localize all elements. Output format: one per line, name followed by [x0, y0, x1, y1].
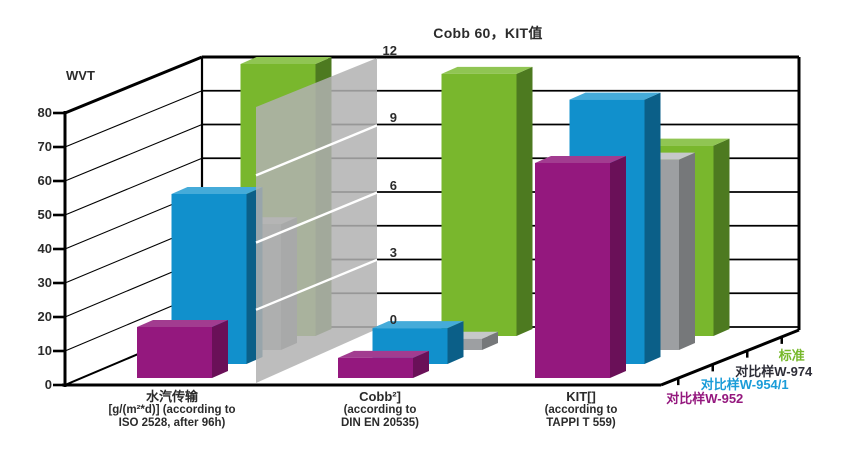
legend-item-2: 对比样W-974 — [735, 363, 813, 379]
left-wall-gridline — [64, 55, 203, 115]
left-axis-tick-20: 20 — [37, 309, 52, 324]
right-axis-tick-12: 12 — [382, 43, 397, 59]
bar-s0-cat0 — [137, 327, 212, 378]
category-label-line: KIT[] — [566, 389, 596, 404]
category-label-line: 水汽传输 — [145, 389, 198, 404]
legend-item-3: 标准 — [778, 347, 805, 363]
left-axis-tick-50: 50 — [37, 207, 52, 222]
bar-s2-cat1-side — [482, 331, 498, 350]
category-label-line: (according to — [544, 404, 618, 416]
bar-s1-cat1-top — [372, 321, 464, 329]
bar-s3-cat2-side — [713, 138, 730, 336]
category-label-line: ISO 2528, after 96h) — [118, 417, 226, 429]
bar-s3-cat1-top — [441, 66, 533, 74]
left-axis-tick-40: 40 — [37, 241, 52, 256]
legend-item-1: 对比样W-954/1 — [700, 377, 789, 393]
category-label-line: [g/(m²*d)] (according to — [108, 404, 236, 416]
secondary-axis-plane-gridline — [255, 124, 378, 177]
left-wall-gridline — [64, 123, 203, 182]
category-label-line: DIN EN 20535) — [341, 417, 419, 429]
bar-s1-cat1-side — [447, 321, 464, 364]
right-axis-tick-3: 3 — [389, 244, 397, 260]
bar-s1-cat2-side — [644, 92, 661, 365]
chart-title: Cobb 60，KIT值 — [433, 25, 543, 41]
bar-s0-cat1-top — [338, 350, 429, 358]
category-label-line: TAPPI T 559) — [546, 417, 616, 429]
category-label-2: KIT[] (according to TAPPI T 559) — [451, 389, 711, 430]
category-label-line: (according to — [343, 404, 417, 416]
bar-s0-cat0-side — [212, 320, 228, 378]
secondary-axis-plane-gridline — [255, 258, 378, 311]
left-axis-tick-30: 30 — [37, 275, 52, 290]
secondary-axis-plane-gridline — [255, 191, 378, 244]
bar-s0-cat0-top — [137, 320, 228, 327]
bar-s2-cat2-side — [679, 152, 695, 350]
bar-s0-cat1 — [338, 357, 413, 378]
left-axis-tick-10: 10 — [37, 343, 52, 358]
bar-s0-cat2-top — [535, 155, 626, 163]
right-axis-tick-6: 6 — [389, 177, 397, 193]
category-label-1: Cobb²] (according to DIN EN 20535) — [250, 389, 510, 430]
bar-s3-cat0-top — [240, 57, 332, 64]
bar-s0-cat2-side — [610, 155, 626, 378]
left-axis-tick-70: 70 — [37, 139, 52, 154]
series-axis-line — [660, 328, 800, 387]
secondary-axis-plane — [256, 58, 377, 383]
bar-s1-cat2-top — [569, 92, 661, 100]
legend-item-0: 对比样W-952 — [666, 391, 744, 407]
bar-s3-cat2-top — [638, 138, 730, 146]
left-axis-tick-60: 60 — [37, 173, 52, 188]
right-axis-tick-0: 0 — [389, 312, 397, 327]
left-wall-gridline — [64, 157, 203, 216]
left-wall-gridline — [64, 90, 203, 148]
bar-s3-cat1-side — [516, 66, 533, 337]
bar-s0-cat2 — [535, 162, 610, 378]
left-axis-tick-80: 80 — [37, 105, 52, 120]
right-axis-tick-9: 9 — [389, 110, 397, 126]
category-label-0: 水汽传输 [g/(m²*d)] (according to ISO 2528, … — [42, 389, 302, 430]
bar-s3-cat1 — [441, 73, 517, 337]
left-axis-tick-0: 0 — [44, 377, 52, 392]
left-axis-title: WVT — [66, 68, 95, 83]
bar-s1-cat0-top — [171, 187, 263, 194]
category-label-line: Cobb²] — [359, 389, 401, 404]
bar-s0-cat1-side — [413, 350, 429, 378]
